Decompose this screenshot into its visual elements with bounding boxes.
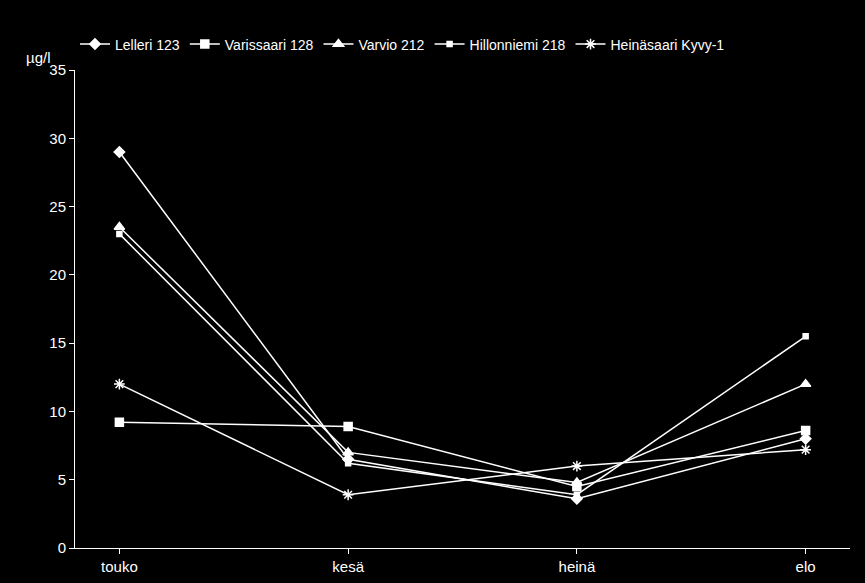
svg-text:0: 0 xyxy=(58,539,66,556)
svg-text:Lelleri 123: Lelleri 123 xyxy=(115,37,180,53)
svg-text:heinä: heinä xyxy=(559,558,596,575)
svg-text:Hillonniemi 218: Hillonniemi 218 xyxy=(470,37,566,53)
svg-text:25: 25 xyxy=(49,198,66,215)
svg-text:10: 10 xyxy=(49,403,66,420)
svg-text:20: 20 xyxy=(49,266,66,283)
svg-text:15: 15 xyxy=(49,334,66,351)
svg-text:35: 35 xyxy=(49,61,66,78)
svg-text:5: 5 xyxy=(58,471,66,488)
svg-text:Varvio 212: Varvio 212 xyxy=(358,37,424,53)
svg-text:elo: elo xyxy=(796,558,816,575)
svg-text:Varissaari 128: Varissaari 128 xyxy=(225,37,314,53)
svg-text:kesä: kesä xyxy=(332,558,364,575)
svg-text:µg/l: µg/l xyxy=(26,49,51,66)
svg-text:Heinäsaari Kyvy-1: Heinäsaari Kyvy-1 xyxy=(611,37,725,53)
svg-text:30: 30 xyxy=(49,130,66,147)
svg-text:touko: touko xyxy=(101,558,138,575)
